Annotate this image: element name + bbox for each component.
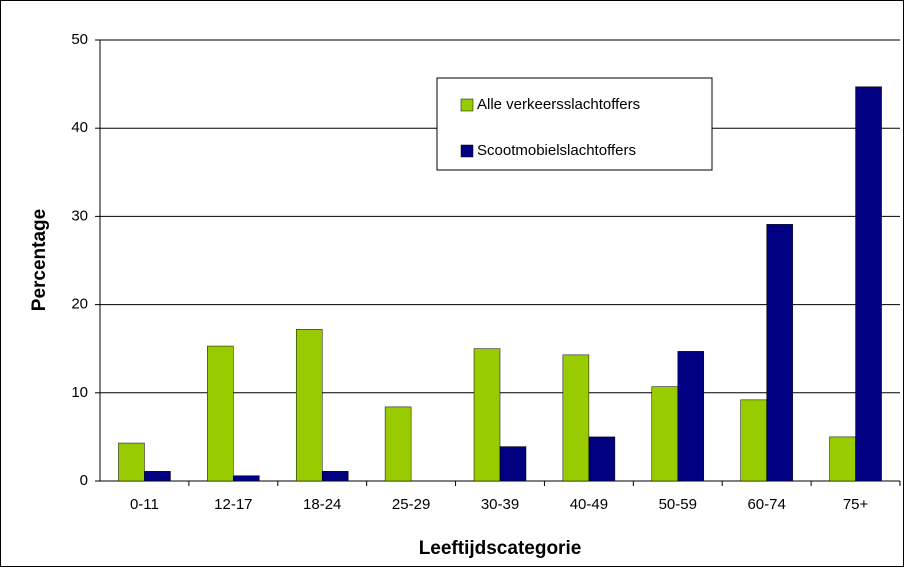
y-tick-label: 30 — [71, 207, 88, 224]
x-tick-label: 30-39 — [481, 496, 519, 513]
legend-swatch — [460, 98, 474, 112]
x-tick-label: 18-24 — [303, 496, 341, 513]
legend-label: Scootmobielslachtoffers — [477, 142, 636, 159]
y-tick-label: 40 — [71, 119, 88, 136]
x-tick-label: 0-11 — [130, 496, 159, 513]
bar — [207, 345, 234, 482]
x-tick-label: 25-29 — [392, 496, 430, 513]
x-tick-label: 40-49 — [570, 496, 608, 513]
x-tick-label: 50-59 — [659, 496, 697, 513]
bar — [233, 475, 260, 482]
legend-box — [436, 77, 713, 171]
bar — [677, 351, 705, 482]
legend-label: Alle verkeersslachtoffers — [477, 96, 640, 113]
bar — [588, 436, 616, 482]
x-tick-label: 75+ — [843, 496, 869, 513]
bar — [499, 446, 527, 482]
bar — [562, 354, 590, 482]
bar — [651, 386, 679, 482]
bar — [321, 471, 349, 482]
bar — [384, 406, 412, 482]
x-tick-label: 12-17 — [214, 496, 252, 513]
bar — [118, 442, 145, 482]
bar — [855, 86, 882, 482]
legend-swatch — [460, 144, 474, 158]
y-tick-label: 50 — [71, 31, 88, 48]
bar — [144, 471, 171, 482]
bar — [829, 436, 856, 482]
bar — [740, 399, 767, 482]
x-axis-title: Leeftijdscategorie — [419, 538, 582, 559]
y-tick-label: 10 — [71, 384, 88, 401]
x-tick-label: 60-74 — [747, 496, 785, 513]
bar — [295, 329, 323, 482]
bar — [473, 348, 501, 482]
y-axis-title: Percentage — [29, 209, 50, 311]
y-tick-label: 0 — [80, 472, 88, 489]
bar — [766, 224, 793, 482]
y-tick-label: 20 — [71, 296, 88, 313]
